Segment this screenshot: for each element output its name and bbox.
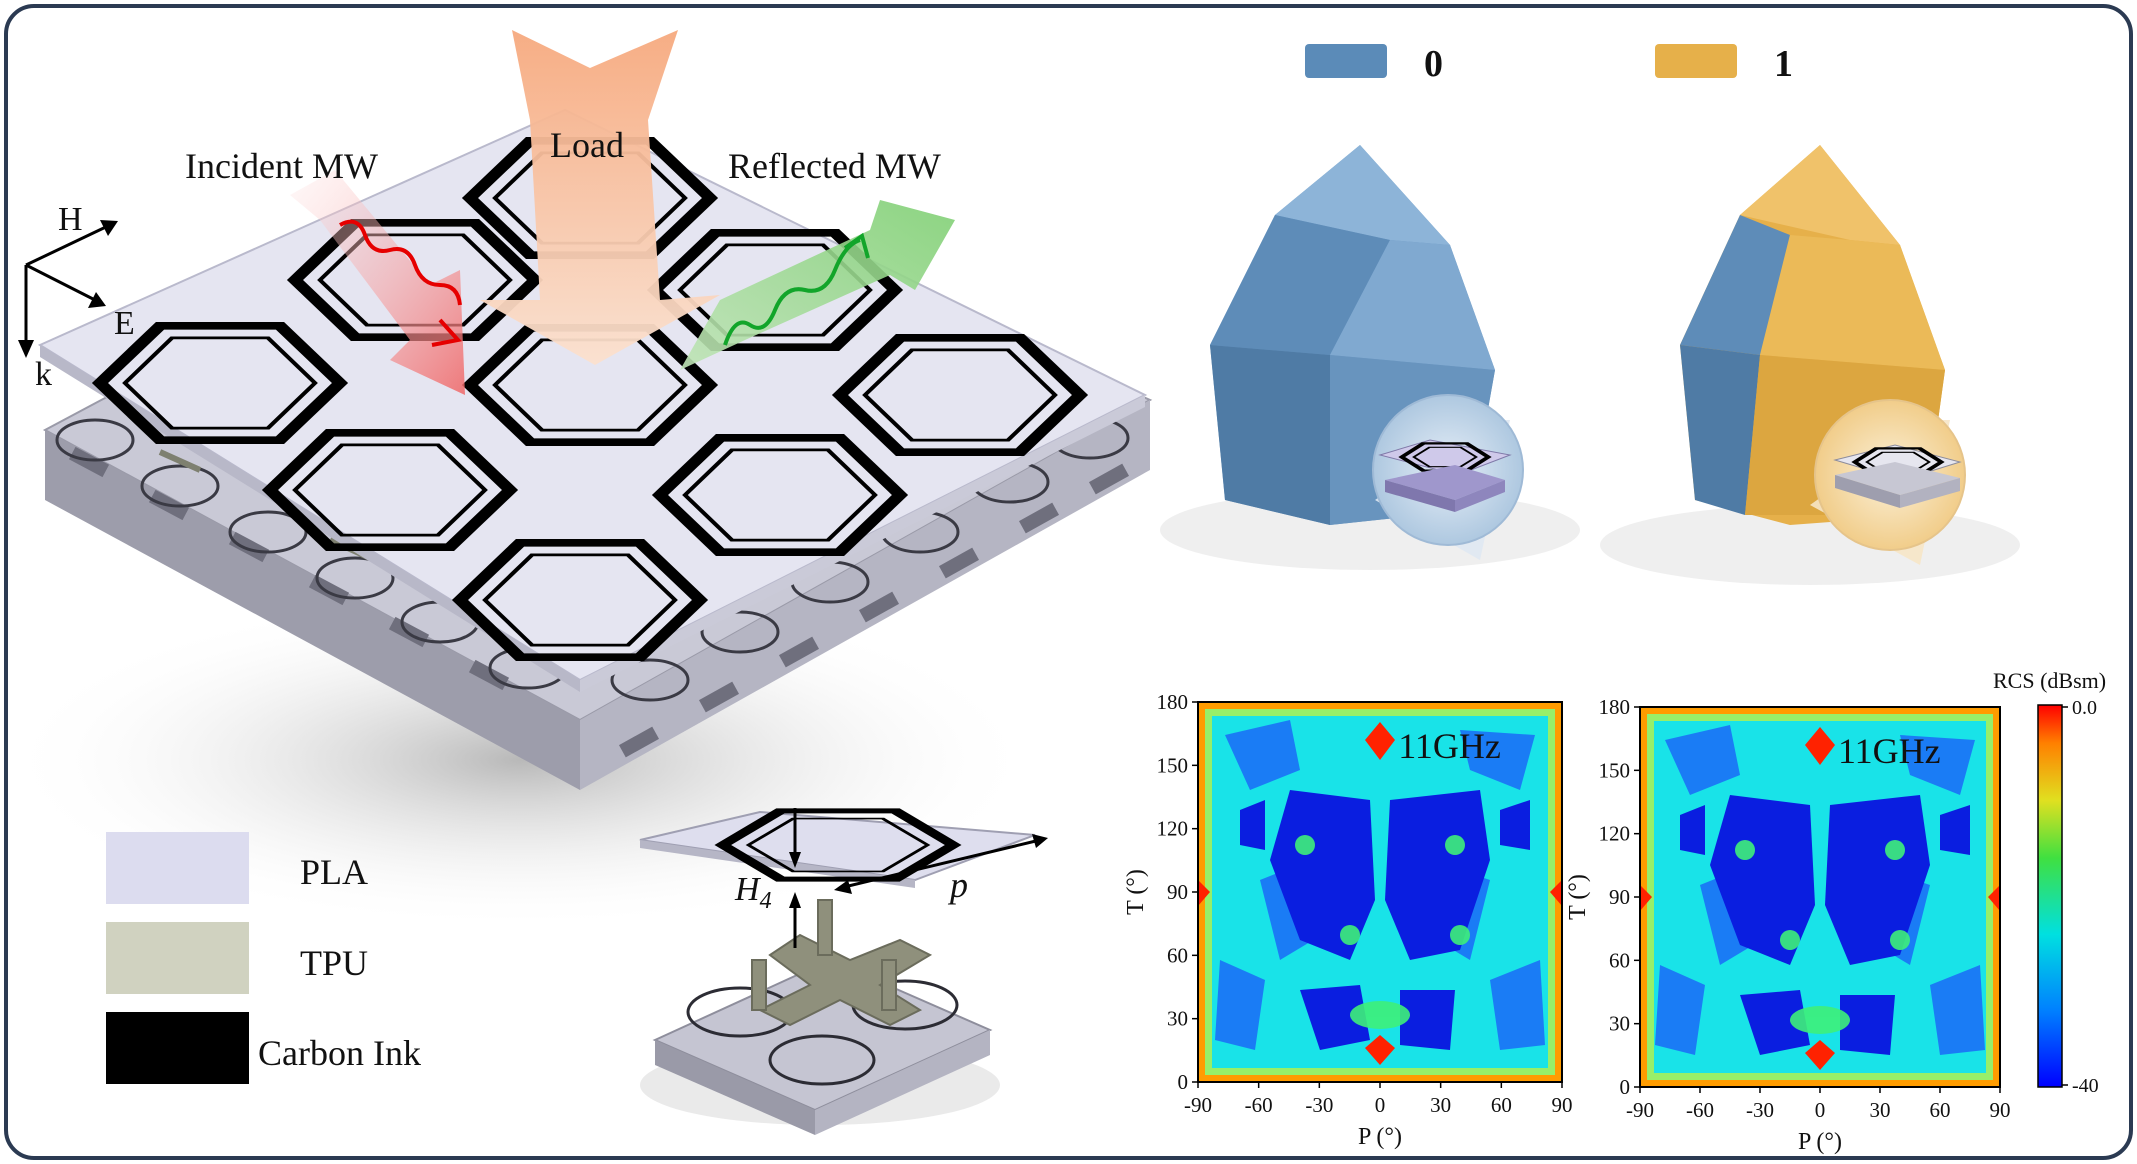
tpu-label: TPU [300,943,368,983]
x-tick-label: -60 [1245,1093,1273,1117]
state-1-label: 1 [1774,43,1793,85]
y-tick-label: 60 [1609,948,1630,972]
x-tick-label: 60 [1491,1093,1512,1117]
state-1-swatch [1655,44,1737,78]
reflected-mw-arrow [680,200,955,370]
x-tick-label: 0 [1815,1098,1826,1122]
coding-state-legend: 0 1 [1305,43,1793,85]
x-tick-label: -90 [1184,1093,1212,1117]
y-tick-label: 90 [1167,880,1188,904]
h-axis-label: H [58,201,83,238]
state-1-cloaked-object [1600,145,2020,585]
state-0-label: 0 [1424,43,1443,85]
hexagon-cell [451,538,709,662]
y-axis-label: T (°) [1123,869,1149,915]
frequency-annotation: 11GHz [1398,726,1501,766]
y-tick-label: 0 [1178,1070,1189,1094]
y-tick-label: 150 [1157,753,1189,777]
carbon-ink-label: Carbon Ink [258,1033,421,1073]
state-0-cloaked-object [1160,145,1580,570]
heatmap-axes: -90 -60 -30 0 30 60 90 0 30 60 90 120 150 180 P (°) T (… [1123,690,1573,1150]
x-tick-label: 90 [1552,1093,1573,1117]
unit-cell-exploded-view: H4 p [639,808,1048,1135]
hexagon-cell [261,428,519,552]
reflected-mw-label: Reflected MW [728,146,941,186]
x-tick-label: -30 [1305,1093,1333,1117]
e-axis-label: E [114,305,135,342]
metasurface-illustration: Incident MW Load Reflected MW H E k PLA … [0,30,1153,1135]
x-tick-label: 30 [1870,1098,1891,1122]
x-tick-label: -60 [1686,1098,1714,1122]
x-tick-label: 0 [1375,1093,1386,1117]
y-tick-label: 120 [1599,822,1631,846]
colorbar-title: RCS (dBsm) [1993,668,2106,693]
y-tick-label: 30 [1167,1007,1188,1031]
x-tick-label: 30 [1430,1093,1451,1117]
load-arrow [480,30,720,365]
material-legend: PLA TPU Carbon Ink [106,832,421,1084]
colorbar-max-label: 0.0 [2072,697,2097,719]
heatmap-field [1640,707,2000,1087]
y-tick-label: 60 [1167,943,1188,967]
y-tick-label: 180 [1157,690,1189,714]
y-tick-label: 150 [1599,758,1631,782]
incident-mw-arrow [290,170,465,395]
tpu-swatch [106,922,249,994]
x-tick-label: -90 [1626,1098,1654,1122]
frequency-annotation: 11GHz [1838,731,1941,771]
colorbar-gradient [2037,704,2063,1088]
pla-swatch [106,832,249,904]
x-tick-label: 60 [1930,1098,1951,1122]
x-axis-label: P (°) [1798,1129,1842,1155]
y-tick-label: 120 [1157,817,1189,841]
coordinate-axes [18,220,118,358]
state-0-swatch [1305,44,1387,78]
load-label: Load [550,125,624,165]
hexagon-cell [831,333,1089,457]
rcs-heatmap-state-0: -90 -60 -30 0 30 60 90 0 30 60 90 120 150 180 P (°) T (… [1123,690,1573,1150]
heatmap-field [1198,702,1562,1082]
rcs-colorbar: RCS (dBsm) 0.0 -40 [1993,668,2106,1097]
y-tick-label: 30 [1609,1012,1630,1036]
k-axis-label: k [35,356,52,393]
pla-label: PLA [300,852,368,892]
y-tick-label: 180 [1599,695,1631,719]
carbon-ink-swatch [106,1012,249,1084]
period-label: p [947,865,968,905]
heatmap-axes: -90 -60 -30 0 30 60 90 0 30 60 90 120 150 180 P (°) T (… [1565,695,2011,1155]
height-label: H4 [734,871,772,914]
colorbar-min-label: -40 [2072,1075,2099,1097]
y-axis-label: T (°) [1565,874,1591,920]
rcs-heatmap-state-1: -90 -60 -30 0 30 60 90 0 30 60 90 120 150 180 P (°) T (… [1565,695,2011,1155]
x-tick-label: 90 [1990,1098,2011,1122]
y-tick-label: 0 [1620,1075,1631,1099]
incident-mw-label: Incident MW [185,146,378,186]
hexagon-cell [651,433,909,557]
carbon-ink-hexagon-array [91,136,1089,662]
x-axis-label: P (°) [1358,1124,1402,1150]
y-tick-label: 90 [1609,885,1630,909]
x-tick-label: -30 [1746,1098,1774,1122]
hexagon-cell [91,321,349,445]
